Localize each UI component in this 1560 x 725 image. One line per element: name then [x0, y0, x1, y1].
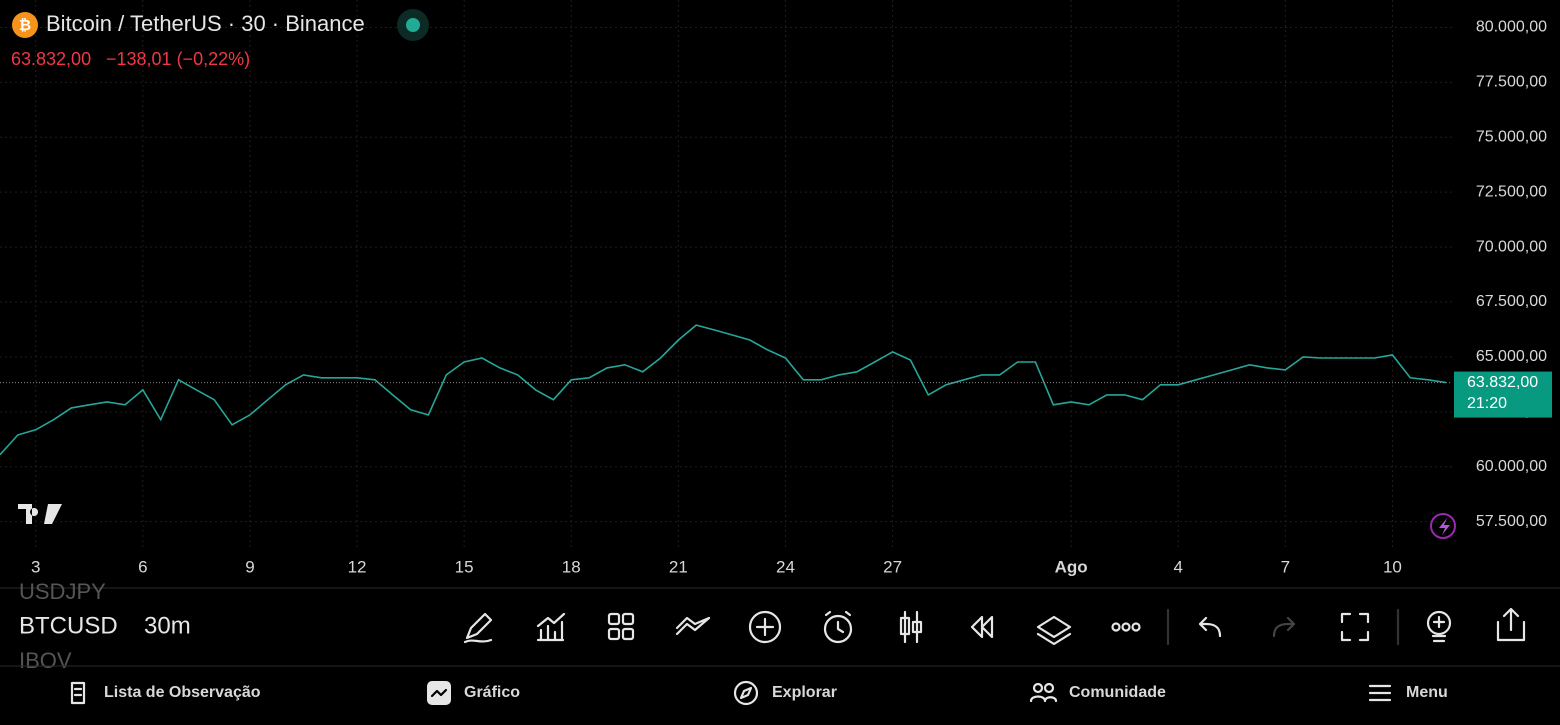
interval[interactable]: 30m	[144, 612, 191, 639]
y-tick-label: 70.000,00	[1476, 238, 1547, 255]
replay-icon[interactable]	[970, 615, 994, 639]
y-tick-label: 65.000,00	[1476, 348, 1547, 365]
symbol-next[interactable]: IBOV	[19, 648, 72, 673]
coin-icon	[12, 12, 38, 38]
chart: 57.500,0060.000,0062.500,0065.000,0067.5…	[0, 0, 1552, 576]
undo-icon[interactable]	[1198, 616, 1222, 638]
last-price: 63.832,00	[11, 49, 91, 69]
toolbar-icons	[463, 607, 1526, 646]
redo-icon	[1272, 616, 1296, 638]
community-icon[interactable]	[1032, 682, 1044, 694]
x-tick-label: 27	[883, 557, 902, 576]
indicators-icon[interactable]	[536, 612, 566, 642]
symbol-title[interactable]: Bitcoin / TetherUS · 30 · Binance	[46, 11, 365, 36]
flash-icon[interactable]	[1430, 513, 1456, 539]
price-change: −138,01 (−0,22%)	[106, 49, 250, 69]
x-tick-label: 21	[669, 557, 688, 576]
x-tick-label: Ago	[1055, 557, 1088, 576]
x-tick-label: 10	[1383, 557, 1402, 576]
watchlist-icon[interactable]	[70, 681, 86, 705]
y-tick-label: 77.500,00	[1476, 74, 1547, 91]
x-tick-label: 12	[348, 557, 367, 576]
y-tick-label: 80.000,00	[1476, 19, 1547, 36]
add-icon[interactable]	[748, 610, 782, 644]
price-badge-label: 63.832,00	[1467, 374, 1538, 391]
price-badge	[1454, 371, 1552, 418]
ideas-icon[interactable]	[1426, 610, 1452, 636]
nav-item[interactable]: Lista de Observação	[104, 684, 261, 701]
logo	[18, 504, 62, 524]
alert-icon[interactable]	[823, 614, 853, 644]
symbol-prev[interactable]: USDJPY	[19, 579, 106, 604]
x-tick-label: 6	[138, 557, 147, 576]
y-tick-label: 72.500,00	[1476, 183, 1547, 200]
nav-item[interactable]: Menu	[1406, 684, 1448, 701]
y-tick-label: 75.000,00	[1476, 128, 1547, 145]
y-tick-label: 60.000,00	[1476, 458, 1547, 475]
y-tick-label: 57.500,00	[1476, 513, 1547, 530]
menu-icon[interactable]	[1368, 684, 1392, 702]
y-tick-label: 67.500,00	[1476, 293, 1547, 310]
x-tick-label: 18	[562, 557, 581, 576]
share-icon[interactable]	[1496, 607, 1526, 642]
layers-icon[interactable]	[1036, 615, 1072, 646]
x-tick-label: 3	[31, 557, 40, 576]
x-tick-label: 4	[1173, 557, 1182, 576]
compare-icon[interactable]	[675, 616, 711, 636]
explore-icon[interactable]	[733, 680, 759, 706]
fullscreen-icon[interactable]	[1340, 612, 1370, 642]
flash-glyph	[1439, 518, 1450, 535]
x-tick-label: 24	[776, 557, 795, 576]
symbol[interactable]: BTCUSD	[19, 612, 118, 639]
draw-icon[interactable]	[463, 612, 493, 644]
x-tick-label: 15	[455, 557, 474, 576]
price-line	[0, 324, 1447, 456]
status-dot	[406, 18, 420, 32]
nav-item[interactable]: Comunidade	[1069, 684, 1166, 701]
nav-item[interactable]: Explorar	[772, 684, 837, 701]
nav-icons	[70, 680, 1392, 706]
x-tick-label: 9	[245, 557, 254, 576]
candle-icon[interactable]	[903, 610, 919, 644]
more-icon[interactable]	[1111, 622, 1121, 632]
layout-icon[interactable]	[607, 612, 621, 626]
nav-item[interactable]: Gráfico	[464, 684, 520, 701]
countdown: 21:20	[1467, 395, 1507, 412]
x-tick-label: 7	[1281, 557, 1290, 576]
coin-glyph: ₿	[19, 17, 31, 34]
